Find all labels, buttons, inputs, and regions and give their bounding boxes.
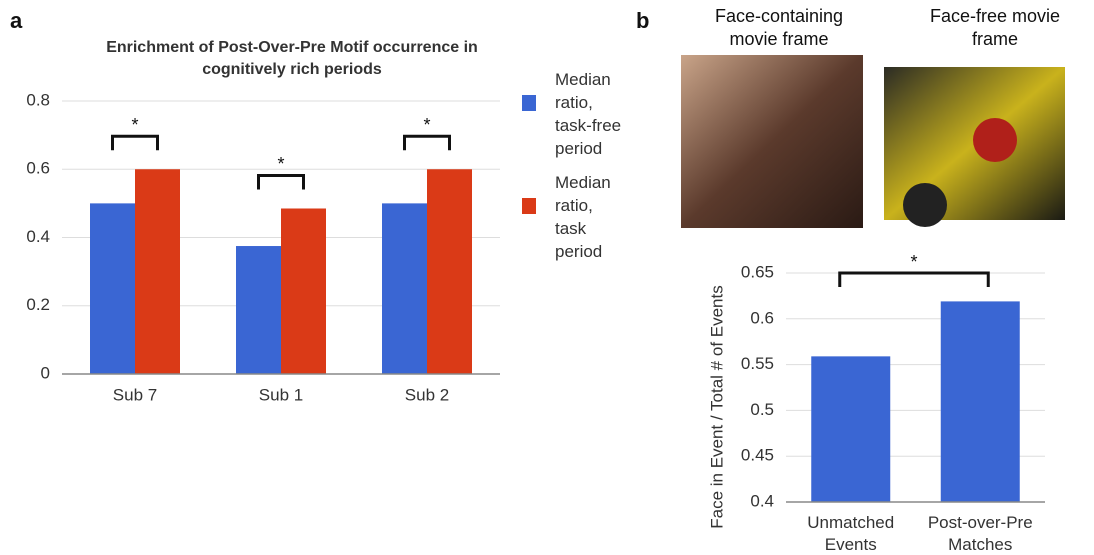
y-tick-label: 0.8	[26, 90, 50, 109]
significance-star: *	[277, 154, 284, 174]
y-tick-label: 0.55	[741, 354, 774, 373]
bar	[382, 203, 427, 374]
text-line: Face-containing	[715, 6, 843, 26]
significance-bracket	[838, 271, 990, 287]
text-line: period	[555, 139, 602, 158]
x-tick-label: Sub 7	[113, 385, 157, 404]
y-tick-label: 0.65	[741, 262, 774, 281]
significance-star: *	[131, 115, 138, 135]
text-line: Unmatched	[807, 513, 894, 532]
panel-label: a	[10, 8, 23, 33]
x-tick-label: Unmatched Events	[807, 513, 894, 554]
text-line: frame	[972, 29, 1018, 49]
text-line: Post-over-Pre	[928, 513, 1033, 532]
tail-light	[973, 118, 1017, 162]
movie-frame-face	[681, 55, 863, 228]
text-line: ratio,	[555, 93, 593, 112]
significance-star: *	[910, 252, 917, 272]
y-tick-label: 0	[41, 363, 50, 382]
significance-bracket	[111, 134, 159, 151]
text-line: Matches	[948, 535, 1012, 554]
image-caption: Face-containing movie frame	[715, 6, 843, 49]
y-tick-label: 0.4	[750, 491, 774, 510]
x-tick-label: Sub 2	[405, 385, 449, 404]
text-line: cognitively rich periods	[202, 61, 382, 78]
image-caption: Face-free movie frame	[930, 6, 1060, 49]
bar	[135, 169, 180, 374]
bar	[281, 208, 326, 374]
y-tick-label: 0.5	[750, 400, 774, 419]
significance-bracket	[257, 173, 305, 190]
text-line: Median	[555, 70, 611, 89]
significance-bracket	[403, 134, 451, 151]
text-line: movie frame	[729, 29, 828, 49]
bar	[940, 301, 1020, 502]
y-tick-label: 0.6	[26, 159, 50, 178]
text-line: task	[555, 219, 587, 238]
panel-label: b	[636, 8, 649, 33]
significance-star: *	[423, 115, 430, 135]
legend-label: Median ratio, task period	[555, 173, 611, 261]
legend-label: Median ratio, task-free period	[555, 70, 621, 158]
text-line: task-free	[555, 116, 621, 135]
wheel	[903, 183, 947, 227]
text-line: Median	[555, 173, 611, 192]
text-line: Face-free movie	[930, 6, 1060, 26]
bar	[90, 203, 135, 374]
y-tick-label: 0.4	[26, 227, 50, 246]
text-line: Enrichment of Post-Over-Pre Motif occurr…	[106, 39, 478, 56]
chart-title: Enrichment of Post-Over-Pre Motif occurr…	[106, 39, 478, 78]
x-tick-label: Sub 1	[259, 385, 303, 404]
text-line: period	[555, 242, 602, 261]
x-tick-label: Post-over-Pre Matches	[928, 513, 1033, 554]
y-axis-title: Face in Event / Total # of Events	[707, 285, 726, 529]
bar	[427, 169, 472, 374]
bar	[811, 356, 891, 502]
y-tick-label: 0.2	[26, 295, 50, 314]
legend-swatch	[522, 198, 536, 214]
text-line: ratio,	[555, 196, 593, 215]
bar	[236, 246, 281, 374]
legend-swatch	[522, 95, 536, 111]
text-line: Events	[825, 535, 877, 554]
y-tick-label: 0.45	[741, 446, 774, 465]
y-tick-label: 0.6	[750, 308, 774, 327]
